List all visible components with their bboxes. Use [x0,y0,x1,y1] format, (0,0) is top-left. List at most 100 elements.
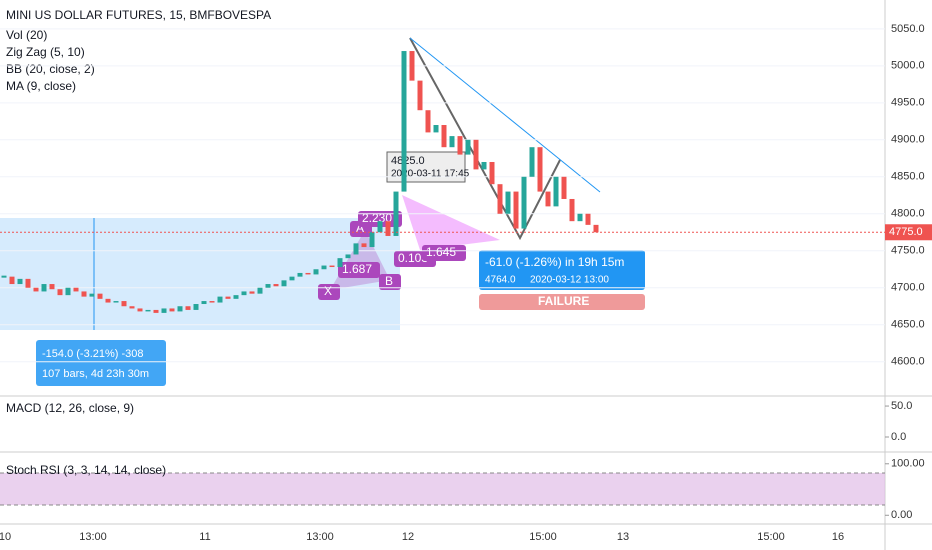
x-tick-label: 15:00 [757,531,785,543]
candle [177,306,183,312]
candle [1,275,7,278]
candle [201,301,207,305]
candle [401,51,407,192]
x-tick-label: 12 [402,531,414,543]
candle [233,295,239,299]
y-tick-label: 0.00 [891,509,912,521]
y-tick-label: 4600.0 [891,356,925,368]
candle [449,136,455,148]
candle [209,301,215,303]
candle [49,284,55,290]
candle [137,308,143,312]
candle [9,276,15,285]
ratio-box [422,245,466,261]
candle [313,269,319,275]
x-tick-label: 13:00 [79,531,107,543]
candle [129,306,135,309]
candle [585,213,591,225]
indicator: Vol (20) [6,28,47,42]
indicator: MA (9, close) [6,79,76,93]
pattern-fill [402,195,500,250]
y-tick-label: 5050.0 [891,23,925,35]
x-tick-label: 13 [617,531,629,543]
candle [441,125,447,148]
candle [81,291,87,297]
peak-time: 2020-03-11 17:45 [391,169,470,180]
title: MINI US DOLLAR FUTURES, 15, BMFBOVESPA [6,8,271,22]
candle [25,278,31,288]
candle [121,301,127,307]
candle [17,278,23,285]
candle [489,161,495,185]
candle [225,296,231,299]
range-bars: 107 bars, 4d 23h 30m [42,368,149,380]
candle [305,272,311,275]
candle [337,258,343,268]
candle [385,221,391,236]
point-box [379,274,401,290]
candle [329,265,335,268]
range-label-box [36,340,166,386]
candle [353,243,359,255]
x-tick-label: 13:00 [306,531,334,543]
measure-price: 4764.0 [485,275,516,286]
candle [185,306,191,310]
candle [217,296,223,303]
ratio-box [358,211,402,227]
measure-time: 2020-03-12 13:00 [530,275,609,286]
last-price-tag [885,224,932,241]
y-tick-label: 4700.0 [891,282,925,294]
trend-line [409,37,601,193]
candle [513,191,519,229]
candle [321,265,327,270]
candle [481,161,487,170]
candle [241,291,247,296]
x-tick-label: 11 [199,531,210,543]
ratio-label: 1.687 [342,262,372,276]
peak-price: 4825.0 [391,155,425,167]
point-label: B [385,274,393,288]
candle [521,176,527,229]
candle [537,147,543,192]
candle [529,147,535,177]
candle [281,280,287,287]
y-tick-label: 4750.0 [891,245,925,257]
candle [249,291,255,294]
candle [89,293,95,297]
candle [505,191,511,214]
ratio-box [338,262,380,278]
candle [65,287,71,296]
stoch-band [0,473,885,505]
measure: -61.0 (-1.26%) in 19h 15m [485,255,624,269]
candle [553,176,559,207]
ratio-label: 1.645 [426,245,456,259]
candle [561,176,567,199]
candle [113,301,119,303]
candle [425,110,431,133]
candle [409,51,415,81]
candle [593,224,599,233]
x-tick-label: 10 [0,531,11,543]
candle [345,254,351,259]
candle [97,293,103,299]
y-tick-label: 0.0 [891,431,906,443]
ratio-label: 0.103 [398,251,428,265]
candle [545,191,551,207]
candle [433,125,439,133]
last-price-label: 4775.0 [889,226,923,238]
candle [393,191,399,236]
stoch-label: Stoch RSI (3, 3, 14, 14, close) [6,463,166,477]
candle [297,272,303,277]
candle [377,221,383,233]
status: FAILURE [538,294,589,308]
candle [577,213,583,222]
candle [457,136,463,155]
zigzag [409,37,561,241]
candle [569,198,575,222]
status-box [479,294,645,310]
candle [153,309,159,313]
y-tick-label: 4850.0 [891,171,925,183]
candle [41,284,47,292]
candle [161,308,167,313]
candle [417,80,423,111]
